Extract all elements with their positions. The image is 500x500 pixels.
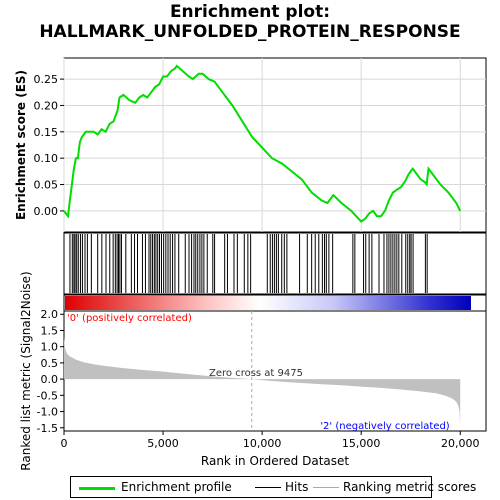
es-y-axis-label: Enrichment score (ES) [14, 70, 28, 220]
metric-panel: 2.0 1.5 1.0 0.5 0.0 -0.5 -1.0 -1.5 [37, 308, 487, 435]
x-axis-ticks: 0 5,000 10,000 15,000 20,000 [61, 431, 480, 450]
metric-y-tick-label: 1.0 [41, 341, 59, 354]
metric-y-tick-label: -1.0 [37, 406, 58, 419]
metric-y-tick-label: -0.5 [37, 389, 58, 402]
hit-marks [69, 234, 428, 293]
es-y-ticks: 0.00 0.05 0.10 0.15 0.20 0.25 [34, 73, 64, 218]
metric-y-tick-label: 1.5 [41, 324, 59, 337]
ranking-heat-bar [63, 294, 487, 312]
es-y-tick-label: 0.05 [34, 179, 59, 192]
es-y-tick-label: 0.15 [34, 126, 59, 139]
legend-es-label: Enrichment profile [121, 480, 232, 494]
metric-y-axis-label: Ranked list metric (Signal2Noise) [19, 271, 33, 470]
legend-metric-swatch [313, 487, 339, 488]
es-y-tick-label: 0.25 [34, 73, 59, 86]
x-tick-label: 0 [61, 437, 68, 450]
es-panel: 0.00 0.05 0.10 0.15 0.20 0.25 [34, 57, 487, 233]
positive-correlation-label: '0' (positively correlated) [67, 313, 192, 324]
x-tick-label: 20,000 [441, 437, 480, 450]
metric-y-tick-label: 0.0 [41, 373, 59, 386]
negative-correlation-label: '2' (negatively correlated) [320, 421, 449, 432]
enrichment-profile-line [63, 64, 462, 223]
zero-cross-label: Zero cross at 9475 [209, 368, 303, 379]
x-axis-label: Rank in Ordered Dataset [201, 454, 349, 468]
metric-y-ticks: 2.0 1.5 1.0 0.5 0.0 -0.5 -1.0 -1.5 [37, 308, 64, 435]
es-y-tick-label: 0.10 [34, 152, 59, 165]
es-y-tick-label: 0.00 [34, 205, 59, 218]
es-y-tick-label: 0.20 [34, 99, 59, 112]
ranking-metric-area [64, 336, 461, 427]
metric-y-tick-label: 0.5 [41, 357, 59, 370]
legend-es-swatch [79, 487, 115, 490]
plot-title-line2: HALLMARK_UNFOLDED_PROTEIN_RESPONSE [39, 22, 461, 42]
metric-y-tick-label: -1.5 [37, 422, 58, 435]
plot-title-line1: Enrichment plot: [169, 2, 331, 22]
x-tick-label: 10,000 [243, 437, 282, 450]
metric-y-tick-label: 2.0 [41, 308, 59, 321]
legend-metric-label: Ranking metric scores [343, 480, 477, 494]
legend-hits-label: Hits [285, 480, 309, 494]
x-tick-label: 5,000 [147, 437, 179, 450]
es-gridlines [63, 58, 486, 232]
legend-hits-swatch [255, 487, 281, 488]
x-tick-label: 15,000 [342, 437, 381, 450]
legend: Enrichment profile Hits Ranking metric s… [70, 476, 476, 498]
hits-panel [63, 232, 487, 295]
